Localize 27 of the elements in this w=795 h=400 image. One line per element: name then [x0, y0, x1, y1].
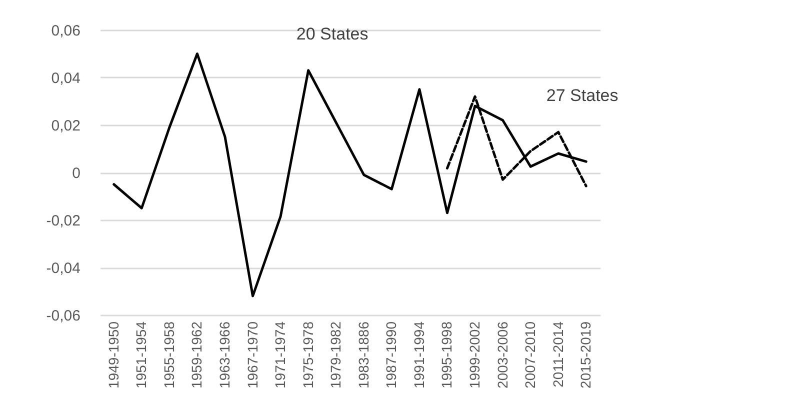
x-tick-label: 1991-1994: [410, 321, 427, 388]
y-tick-label: 0,06: [51, 22, 80, 40]
x-tick-label: 1951-1954: [133, 321, 150, 388]
x-tick-label: 1967-1970: [244, 321, 260, 388]
x-tick-label: 1995-1998: [438, 321, 455, 388]
x-tick-label: 1979-1982: [328, 321, 344, 388]
x-tick-label: 1971-1974: [272, 321, 288, 388]
y-tick-label: 0,02: [51, 118, 80, 134]
x-tick-label: 1955-1958: [160, 321, 177, 388]
x-tick-label: 1999-2002: [466, 321, 482, 388]
x-tick-label: 1959-1962: [188, 321, 205, 388]
x-tick-label: 2015-2019: [578, 321, 594, 388]
annotation: 20 States: [296, 24, 368, 44]
y-tick-label: -0,02: [46, 212, 80, 230]
x-tick-label: 2011-2014: [550, 321, 566, 388]
y-tick-label: -0,06: [46, 308, 80, 324]
x-tick-label: 1975-1978: [300, 321, 316, 388]
x-tick-label: 1987-1990: [383, 321, 400, 388]
x-tick-label: 1983-1886: [355, 321, 372, 388]
x-tick-label: 2003-2006: [494, 321, 510, 388]
x-tick-label: 1949-1950: [105, 321, 122, 388]
y-tick-label: 0,04: [51, 70, 80, 87]
y-tick-label: -0,04: [46, 260, 80, 277]
y-tick-label: 0: [72, 165, 80, 182]
x-tick-label: 1963-1966: [216, 321, 232, 388]
annotation: 27 States: [546, 86, 618, 106]
x-tick-label: 2007-2010: [522, 321, 538, 388]
